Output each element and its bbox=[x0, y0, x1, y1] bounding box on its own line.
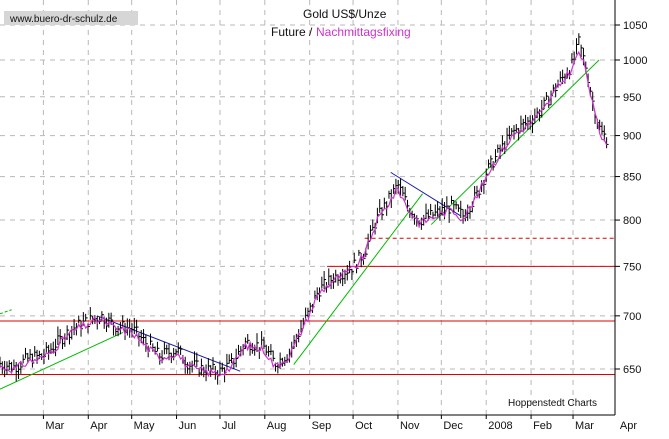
y-tick-label: 1000 bbox=[623, 55, 647, 67]
axis-layer: 650 700 750 800 850 900 950 1000 1050 Mar Apr May Ju… bbox=[0, 0, 647, 432]
subtitle-fixing: Nachmittagsfixing bbox=[316, 25, 411, 39]
x-tick-label: Dec bbox=[443, 420, 463, 432]
downtrend-line bbox=[390, 171, 461, 217]
website-label[interactable]: www.buero-dr-schulz.de bbox=[9, 14, 118, 25]
x-tick-label: May bbox=[134, 420, 155, 432]
y-tick-label: 750 bbox=[623, 261, 641, 273]
x-tick-label: Mar bbox=[45, 420, 64, 432]
chart-title: Gold US$/Unze bbox=[303, 7, 387, 21]
y-tick-label: 1050 bbox=[623, 20, 647, 32]
x-tick-label: Mar bbox=[575, 420, 594, 432]
uptrend-line bbox=[0, 309, 12, 315]
future-bars bbox=[0, 33, 609, 385]
x-tick-label: Jun bbox=[179, 420, 197, 432]
x-tick-label: Nov bbox=[400, 420, 420, 432]
y-tick-label: 700 bbox=[623, 311, 641, 323]
x-tick-label: Oct bbox=[355, 420, 372, 432]
x-tick-label: Sep bbox=[312, 420, 332, 432]
y-tick-label: 850 bbox=[623, 172, 641, 184]
fixing-line bbox=[0, 50, 608, 378]
credit-label: Hoppenstedt Charts bbox=[508, 398, 597, 409]
uptrend-line bbox=[293, 193, 423, 365]
x-tick-label: Jul bbox=[222, 420, 236, 432]
x-tick-label: 2008 bbox=[488, 420, 512, 432]
y-tick-label: 950 bbox=[623, 92, 641, 104]
x-tick-label: Apr bbox=[620, 420, 637, 432]
y-tick-label: 900 bbox=[623, 131, 641, 143]
fixing-series bbox=[0, 50, 608, 378]
uptrend-line bbox=[0, 331, 124, 390]
y-tick-label: 800 bbox=[623, 215, 641, 227]
x-tick-label: Feb bbox=[533, 420, 552, 432]
x-tick-label: Apr bbox=[90, 420, 107, 432]
x-tick-label: Aug bbox=[267, 420, 287, 432]
subtitle-future: Future / bbox=[271, 25, 313, 39]
y-tick-label: 650 bbox=[623, 364, 641, 376]
uptrend-line bbox=[430, 59, 600, 225]
website-badge bbox=[4, 11, 138, 25]
